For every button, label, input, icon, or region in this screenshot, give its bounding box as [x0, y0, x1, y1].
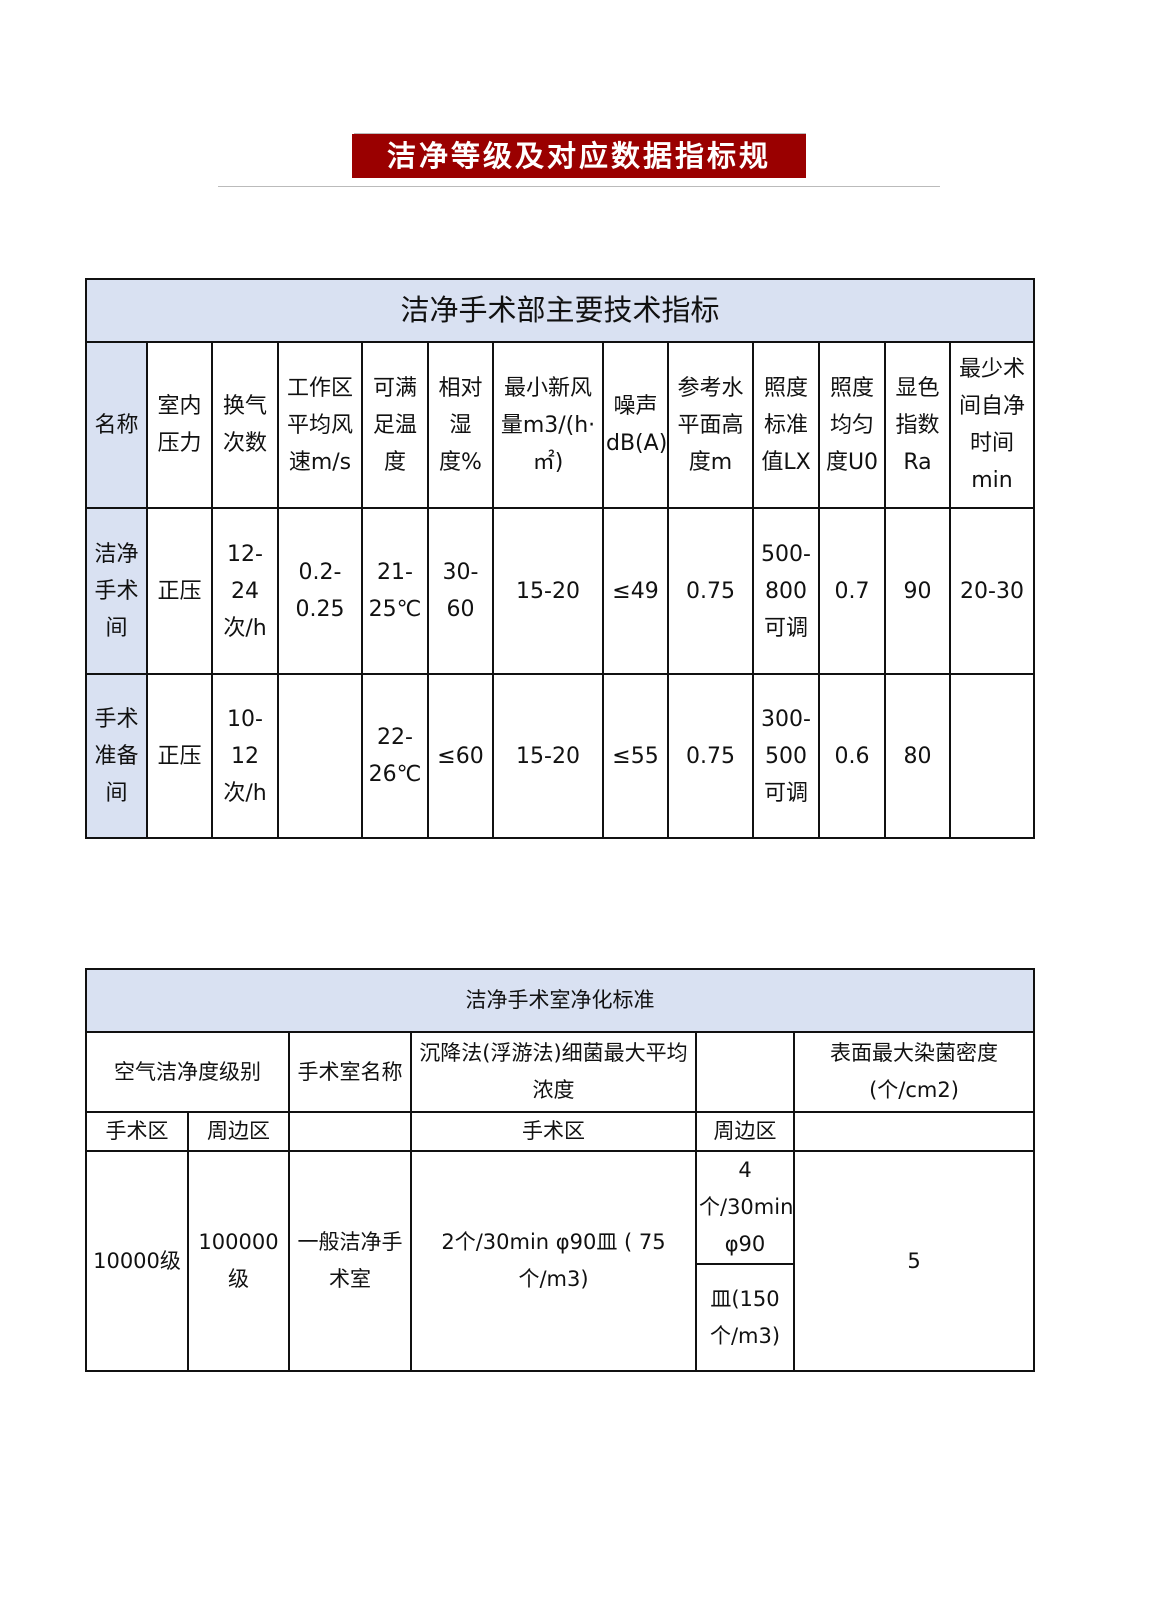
header-cell: 名称 — [85, 341, 148, 509]
divider — [218, 186, 940, 187]
data-cell: 80 — [884, 673, 951, 839]
header-cell: 最少术间自净时间min — [948, 341, 1036, 509]
data-cell: 0.75 — [667, 507, 754, 675]
header-cell: 噪声dB(A) — [602, 341, 669, 509]
subheader-cell — [288, 1111, 412, 1152]
table-header-row: 名称 室内压力 换气次数 工作区平均风速m/s 可满足温度 相对湿度% 最小新风量m3/(h… — [85, 341, 1036, 509]
header-cell: 空气洁净度级别 — [85, 1031, 290, 1113]
header-cell: 照度均匀度U0 — [818, 341, 886, 509]
surface-density-cell: 5 — [793, 1150, 1035, 1372]
row-name-cell: 手术准备间 — [85, 673, 148, 839]
data-cell: 90 — [884, 507, 951, 675]
operating-bacteria-cell: 2个/30min φ90皿 ( 75 个/m3) — [410, 1150, 697, 1372]
header-cell: 照度标准值LX — [752, 341, 820, 509]
header-cell: 室内压力 — [146, 341, 213, 509]
header-cell — [695, 1031, 795, 1113]
header-cell: 手术室名称 — [288, 1031, 412, 1113]
table-row: 洁净手术间 正压 12-24次/h 0.2-0.25 21-25℃ 30-60 15-20 ≤… — [85, 507, 1036, 675]
header-cell: 沉降法(浮游法)细菌最大平均浓度 — [410, 1031, 697, 1113]
header-cell: 表面最大染菌密度(个/cm2) — [793, 1031, 1035, 1113]
subheader-cell: 周边区 — [187, 1111, 290, 1152]
table-title: 洁净手术部主要技术指标 — [84, 278, 1036, 343]
surrounding-class-cell: 100000级 — [187, 1150, 290, 1372]
data-cell: 15-20 — [492, 507, 604, 675]
header-cell: 相对湿度% — [427, 341, 494, 509]
header-cell: 换气次数 — [211, 341, 279, 509]
room-name-cell: 一般洁净手术室 — [288, 1150, 412, 1372]
page-title: 洁净等级及对应数据指标规 — [352, 134, 806, 178]
header-cell: 参考水平面高度m — [667, 341, 754, 509]
operating-class-cell: 10000级 — [85, 1150, 189, 1372]
data-cell: 15-20 — [492, 673, 604, 839]
row-name-cell: 洁净手术间 — [85, 507, 148, 675]
header-cell: 显色指数Ra — [884, 341, 951, 509]
data-cell: ≤49 — [602, 507, 669, 675]
tech-index-table: 洁净手术部主要技术指标 名称 室内压力 换气次数 工作区平均风速m/s 可满足温度 相对湿… — [84, 278, 1036, 839]
data-cell: 0.2-0.25 — [277, 507, 363, 675]
header-cell: 工作区平均风速m/s — [277, 341, 363, 509]
data-cell: 10-12次/h — [211, 673, 279, 839]
data-cell: ≤60 — [427, 673, 494, 839]
data-cell: 12-24次/h — [211, 507, 279, 675]
data-cell: 500-800可调 — [752, 507, 820, 675]
data-cell: ≤55 — [602, 673, 669, 839]
divider — [354, 133, 806, 134]
subheader-cell — [793, 1111, 1035, 1152]
data-cell: 0.7 — [818, 507, 886, 675]
surrounding-bacteria-cell: 皿(150个/m3) — [695, 1263, 795, 1372]
data-cell — [277, 673, 363, 839]
data-cell — [948, 673, 1036, 839]
subheader-cell: 手术区 — [85, 1111, 189, 1152]
surrounding-bacteria-cell: 4个/30min φ90 — [695, 1150, 795, 1265]
data-cell: 正压 — [146, 673, 213, 839]
data-cell: 30-60 — [427, 507, 494, 675]
data-cell: 0.6 — [818, 673, 886, 839]
data-cell: 0.75 — [667, 673, 754, 839]
subheader-cell: 手术区 — [410, 1111, 697, 1152]
data-cell: 300-500可调 — [752, 673, 820, 839]
table-row: 手术准备间 正压 10-12次/h 22-26℃ ≤60 15-20 ≤55 0.75 300-… — [85, 673, 1036, 839]
data-cell: 正压 — [146, 507, 213, 675]
data-cell: 21-25℃ — [361, 507, 429, 675]
header-cell: 最小新风量m3/(h·㎡) — [492, 341, 604, 509]
header-cell: 可满足温度 — [361, 341, 429, 509]
table-title: 洁净手术室净化标准 — [85, 968, 1035, 1033]
data-cell: 22-26℃ — [361, 673, 429, 839]
data-cell: 20-30 — [948, 507, 1036, 675]
subheader-cell: 周边区 — [695, 1111, 795, 1152]
purification-standard-table: 洁净手术室净化标准 空气洁净度级别 手术室名称 沉降法(浮游法)细菌最大平均浓度… — [85, 968, 1035, 1372]
